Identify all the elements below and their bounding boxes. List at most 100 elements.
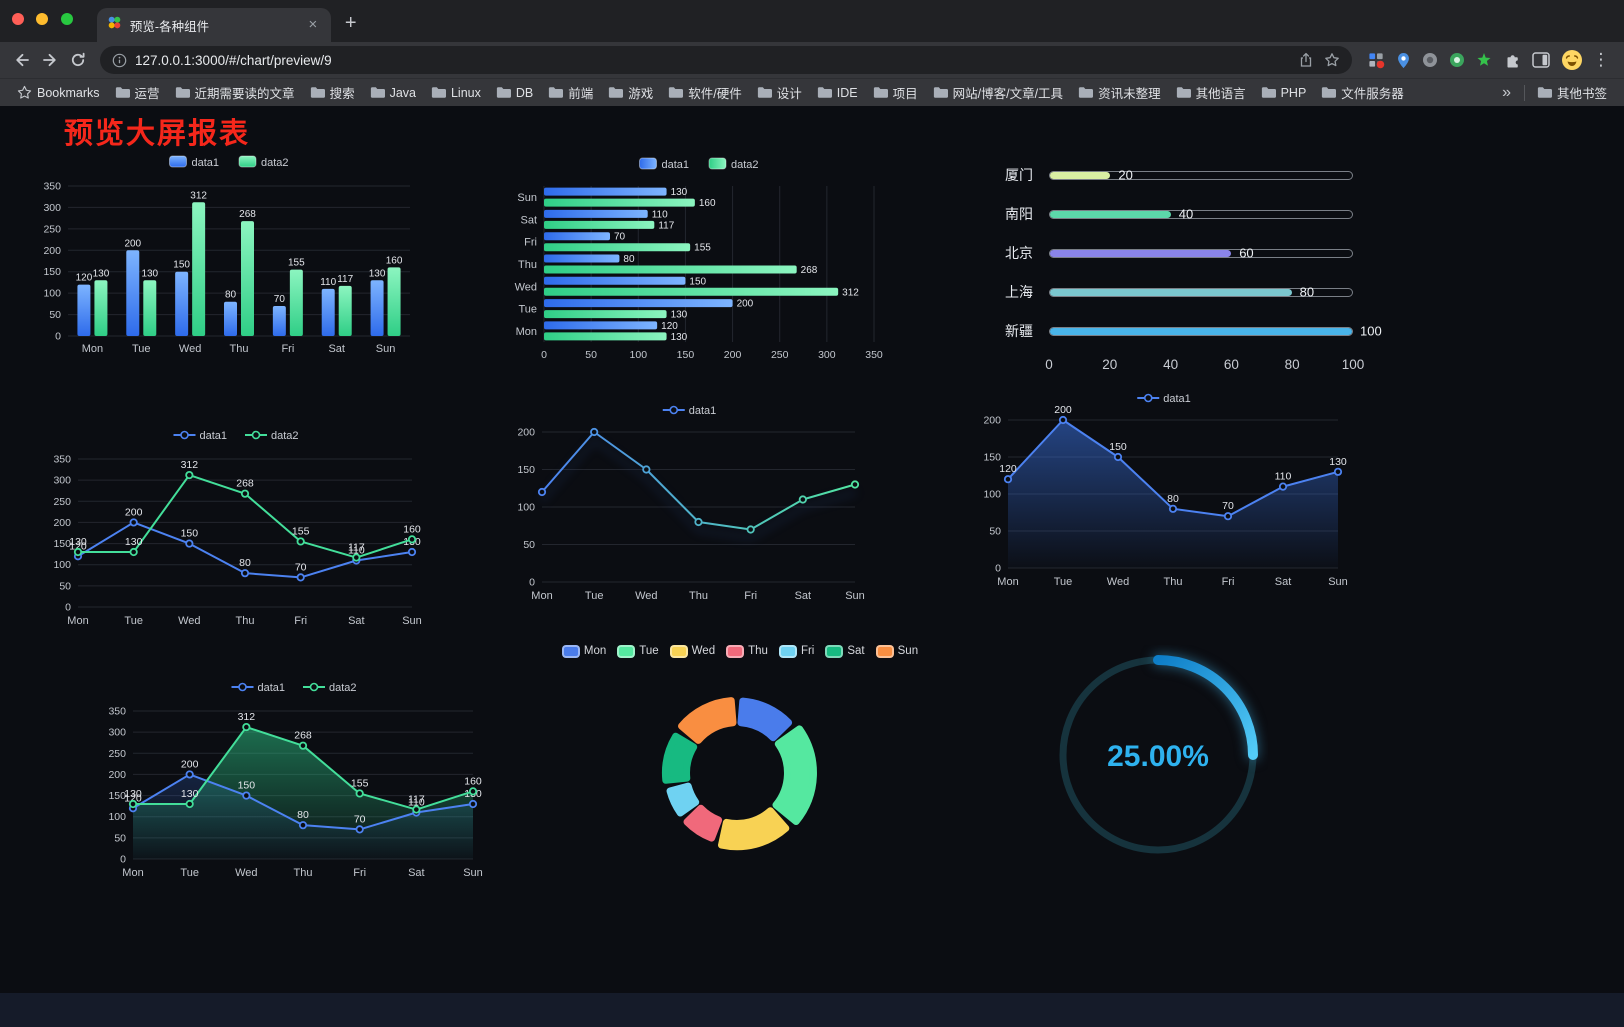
pie-slice-Thu[interactable] [683, 804, 723, 842]
svg-text:200: 200 [125, 506, 143, 518]
legend-marker [617, 644, 636, 658]
bookmark-folder[interactable]: 文件服务器 [1314, 80, 1411, 105]
window-zoom-button[interactable] [60, 13, 73, 25]
axis-tick-label: 60 [1223, 357, 1239, 372]
tab-close-icon[interactable]: × [308, 16, 318, 33]
legend-item-Thu[interactable]: Thu [726, 644, 768, 658]
legend-item-Fri[interactable]: Fri [778, 644, 814, 658]
legend-item-data1[interactable]: data1 [231, 682, 286, 694]
bookmark-folder[interactable]: PHP [1254, 83, 1314, 103]
svg-text:data1: data1 [200, 430, 228, 442]
svg-text:150: 150 [983, 452, 1001, 464]
legend-item-Sun[interactable]: Sun [875, 644, 918, 658]
pie-slice-Wed[interactable] [718, 807, 790, 851]
legend-item-data1[interactable]: data1 [662, 405, 717, 417]
progress-fill [1050, 288, 1292, 296]
profile-avatar[interactable] [1561, 49, 1583, 71]
legend-item-data1[interactable]: data1 [1137, 393, 1191, 405]
legend-item-data2[interactable]: data2 [708, 157, 759, 171]
svg-text:Fri: Fri [744, 590, 757, 602]
extension-circle-gray-icon[interactable] [1422, 52, 1438, 68]
legend-item-data2[interactable]: data2 [303, 682, 357, 694]
legend-item-data1[interactable]: data1 [639, 157, 690, 171]
svg-text:155: 155 [694, 243, 711, 254]
extensions-puzzle-icon[interactable] [1503, 51, 1521, 69]
bookmark-folder[interactable]: IDE [810, 83, 865, 103]
bookmark-folder[interactable]: 前端 [541, 80, 600, 105]
address-bar[interactable]: 127.0.0.1:3000/#/chart/preview/9 [100, 46, 1352, 74]
line-chart-canvas: 0 50 100 150 200 250 300 350 Mon Tue Wed Thu Fri Sat S… [53, 430, 421, 627]
svg-text:120: 120 [76, 273, 93, 284]
bookmark-folder[interactable]: Linux [424, 83, 488, 103]
bookmark-folder[interactable]: 其他语言 [1169, 80, 1253, 105]
window-minimize-button[interactable] [36, 13, 49, 25]
svg-text:110: 110 [652, 209, 668, 220]
legend-item-Tue[interactable]: Tue [617, 644, 659, 658]
bookmark-star-icon[interactable] [1324, 52, 1340, 68]
bookmarks-manager[interactable]: Bookmarks [10, 82, 107, 103]
legend-item-Wed[interactable]: Wed [669, 644, 715, 658]
legend-item-Sat[interactable]: Sat [825, 644, 865, 658]
bookmark-label: 游戏 [628, 87, 654, 101]
svg-text:100: 100 [108, 811, 126, 823]
progress-fill [1050, 171, 1111, 179]
progress-fill [1050, 210, 1171, 218]
bookmark-folder[interactable]: 运营 [108, 80, 167, 105]
progress-row: 上海 80 [1005, 279, 1353, 305]
browser-titlebar: 预览-各种组件 × + [0, 0, 1624, 42]
bookmark-folder[interactable]: Java [363, 83, 423, 103]
bookmark-folder[interactable]: 网站/博客/文章/工具 [926, 80, 1070, 105]
legend-label: Thu [748, 645, 768, 657]
pie-slice-Fri[interactable] [666, 782, 700, 817]
svg-text:50: 50 [989, 526, 1001, 538]
pie-slice-Tue[interactable] [772, 725, 817, 825]
bookmarks-overflow-chevron[interactable]: » [1502, 83, 1511, 101]
svg-text:data2: data2 [261, 157, 289, 169]
svg-text:117: 117 [348, 542, 365, 554]
bookmark-other[interactable]: 其他书签 [1530, 80, 1614, 105]
progress-value: 60 [1239, 245, 1254, 261]
svg-text:268: 268 [294, 730, 312, 742]
site-info-icon[interactable] [112, 53, 127, 68]
progress-track: 100 [1049, 324, 1382, 339]
bookmark-folder[interactable]: 项目 [866, 80, 925, 105]
back-button[interactable] [8, 46, 36, 74]
extension-grid-icon[interactable] [1368, 52, 1385, 69]
bookmark-label: 前端 [568, 87, 594, 101]
extension-star-green-icon[interactable] [1476, 52, 1492, 68]
new-tab-button[interactable]: + [344, 11, 357, 34]
extension-pin-icon[interactable] [1396, 52, 1411, 69]
svg-text:350: 350 [53, 454, 71, 466]
legend-item-data2[interactable]: data2 [238, 155, 289, 169]
legend-item-Mon[interactable]: Mon [561, 644, 606, 658]
browser-menu-icon[interactable]: ⋮ [1592, 50, 1610, 69]
pie-slice-Mon[interactable] [737, 697, 793, 742]
svg-text:80: 80 [239, 557, 251, 569]
browser-tab[interactable]: 预览-各种组件 × [96, 8, 331, 42]
bookmark-folder[interactable]: 游戏 [601, 80, 660, 105]
bookmark-folder[interactable]: 近期需要读的文章 [168, 80, 302, 105]
bookmark-folder[interactable]: 设计 [750, 80, 809, 105]
donut-chart-canvas [661, 697, 817, 851]
side-panel-icon[interactable] [1532, 52, 1550, 68]
bookmark-folder[interactable]: DB [489, 83, 540, 103]
bookmark-folder[interactable]: 软件/硬件 [661, 80, 748, 105]
bookmark-folder[interactable]: 资讯未整理 [1071, 80, 1168, 105]
pie-slice-Sat[interactable] [661, 732, 698, 784]
share-icon[interactable] [1298, 52, 1314, 68]
bookmark-folder[interactable]: 搜索 [303, 80, 362, 105]
legend-item-data1[interactable]: data1 [169, 155, 220, 169]
window-close-button[interactable] [12, 13, 24, 25]
svg-text:Tue: Tue [124, 615, 143, 627]
svg-text:350: 350 [865, 349, 883, 361]
extension-circle-green-icon[interactable] [1449, 52, 1465, 68]
reload-button[interactable] [64, 46, 92, 74]
forward-button[interactable] [36, 46, 64, 74]
progress-row: 北京 60 [1005, 240, 1353, 266]
donut-chart: Mon Tue Wed Thu Fri Sat Sun [535, 640, 945, 879]
legend-item-data1[interactable]: data1 [173, 430, 228, 442]
pie-slice-Sun[interactable] [678, 697, 737, 744]
legend-item-data2[interactable]: data2 [245, 430, 299, 442]
bookmark-label: 近期需要读的文章 [194, 87, 295, 101]
